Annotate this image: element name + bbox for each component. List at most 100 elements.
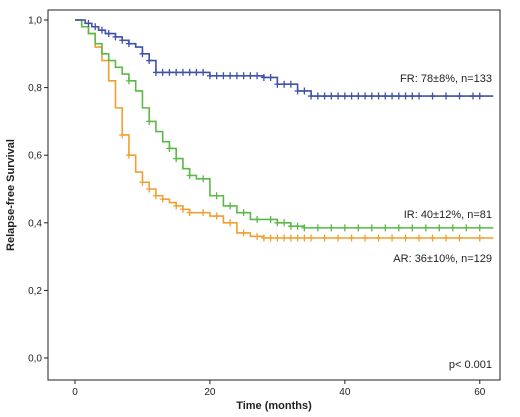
censor-mark — [287, 222, 294, 230]
censor-mark — [301, 87, 308, 95]
censor-mark — [449, 224, 456, 232]
censor-mark — [173, 68, 180, 76]
series-1 — [74, 19, 494, 232]
censor-mark — [362, 234, 369, 242]
censor-mark — [443, 234, 450, 242]
censor-mark — [341, 92, 348, 100]
series-label: FR: 78±8%, n=133 — [400, 73, 492, 85]
censor-mark — [456, 234, 463, 242]
censor-mark — [125, 151, 132, 159]
x-axis-title: Time (months) — [236, 400, 312, 412]
censor-mark — [179, 68, 186, 76]
censor-mark — [92, 23, 99, 31]
censor-mark — [125, 40, 132, 48]
censor-mark — [267, 73, 274, 81]
censor-mark — [254, 72, 261, 80]
censor-mark — [267, 215, 274, 223]
censor-mark — [166, 144, 173, 152]
censor-mark — [409, 92, 416, 100]
censor-mark — [294, 87, 301, 95]
censor-mark — [152, 192, 159, 200]
censor-mark — [375, 234, 382, 242]
censor-mark — [240, 72, 247, 80]
censor-mark — [301, 234, 308, 242]
censor-mark — [146, 117, 153, 125]
censor-mark — [429, 234, 436, 242]
censor-mark — [368, 224, 375, 232]
censor-mark — [186, 171, 193, 179]
series-label: IR: 40±12%, n=81 — [404, 209, 492, 221]
plot-area-frame — [47, 9, 501, 381]
censor-mark — [314, 92, 321, 100]
censor-mark — [119, 36, 126, 44]
censor-mark — [213, 192, 220, 200]
censor-mark — [463, 224, 470, 232]
censor-mark — [119, 131, 126, 139]
censor-mark — [287, 80, 294, 88]
censor-mark — [159, 68, 166, 76]
censor-mark — [220, 72, 227, 80]
censor-mark — [321, 92, 328, 100]
censor-mark — [314, 224, 321, 232]
censor-mark — [227, 219, 234, 227]
censor-mark — [476, 224, 483, 232]
censor-mark — [382, 92, 389, 100]
censor-mark — [476, 234, 483, 242]
censor-mark — [152, 68, 159, 76]
censor-mark — [159, 195, 166, 203]
y-axis-title: Relapse-free Survival — [5, 139, 17, 251]
censor-mark — [125, 77, 132, 85]
censor-mark — [456, 92, 463, 100]
censor-mark — [321, 234, 328, 242]
censor-mark — [260, 234, 267, 242]
censor-mark — [274, 80, 281, 88]
censor-mark — [382, 224, 389, 232]
censor-mark — [308, 92, 315, 100]
censor-mark — [267, 234, 274, 242]
censor-mark — [348, 92, 355, 100]
censor-mark — [470, 92, 477, 100]
censor-mark — [443, 92, 450, 100]
censor-mark — [395, 224, 402, 232]
censor-mark — [213, 72, 220, 80]
censor-mark — [301, 224, 308, 232]
censor-mark — [200, 68, 207, 76]
censor-mark — [355, 224, 362, 232]
censor-mark — [254, 215, 261, 223]
censor-mark — [341, 224, 348, 232]
series-0 — [74, 19, 494, 100]
censor-mark — [375, 92, 382, 100]
censor-mark — [139, 178, 146, 186]
censor-mark — [186, 68, 193, 76]
x-axis: 0 20 40 60 — [72, 380, 486, 398]
censor-mark — [355, 92, 362, 100]
censor-mark — [139, 50, 146, 58]
x-tick-label: 0 — [72, 387, 78, 398]
censor-mark — [328, 224, 335, 232]
censor-mark — [240, 229, 247, 237]
censor-mark — [200, 209, 207, 217]
censor-mark — [335, 92, 342, 100]
censor-mark — [146, 57, 153, 65]
censor-mark — [422, 224, 429, 232]
y-tick-label: 0,4 — [28, 218, 42, 229]
censor-mark — [240, 209, 247, 217]
censor-mark — [179, 205, 186, 213]
x-tick-label: 40 — [339, 387, 351, 398]
censor-mark — [402, 92, 409, 100]
y-tick-label: 0,2 — [28, 286, 42, 297]
series-labels: FR: 78±8%, n=133 IR: 40±12%, n=81 AR: 36±1… — [393, 73, 492, 265]
survival-curve — [74, 19, 494, 229]
censor-mark — [416, 234, 423, 242]
x-tick-label: 20 — [204, 387, 216, 398]
censor-mark — [402, 234, 409, 242]
series-label: AR: 36±10%, n=129 — [393, 253, 492, 265]
censor-mark — [85, 19, 92, 27]
censor-mark — [335, 234, 342, 242]
censor-mark — [328, 92, 335, 100]
censor-mark — [213, 212, 220, 220]
series-layer — [74, 19, 494, 242]
censor-mark — [112, 33, 119, 41]
series-2 — [74, 19, 494, 242]
